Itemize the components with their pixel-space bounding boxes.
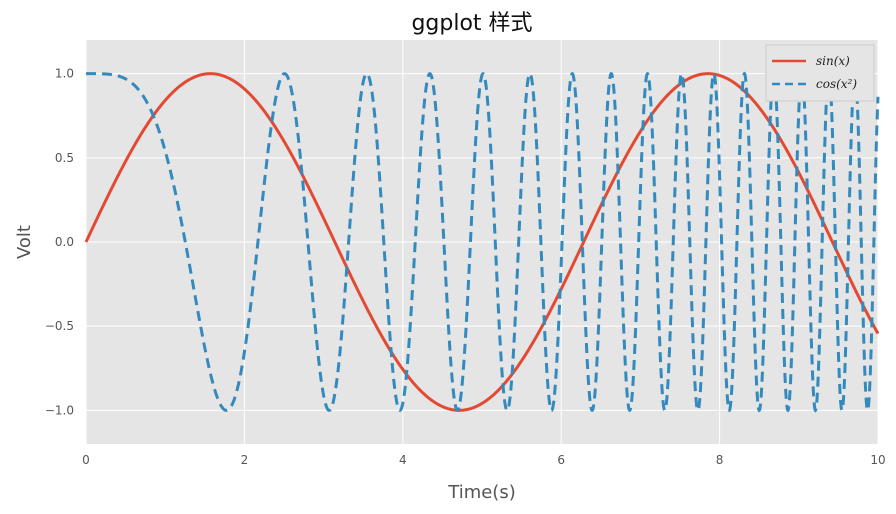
y-tick-label: −0.5 (45, 319, 74, 333)
y-tick-label: 0.5 (55, 151, 74, 165)
x-axis-label: Time(s) (447, 482, 515, 503)
legend-label-sin: sin(x) (816, 54, 850, 68)
y-tick-label: −1.0 (45, 403, 74, 417)
x-tick-label: 2 (241, 453, 249, 467)
y-tick-label: 0.0 (55, 235, 74, 249)
y-tick-label: 1.0 (55, 67, 74, 81)
x-tick-label: 0 (82, 453, 90, 467)
x-tick-label: 8 (716, 453, 724, 467)
y-axis-label: Volt (14, 225, 35, 259)
chart-title: ggplot 样式 (411, 11, 532, 36)
x-tick-label: 10 (870, 453, 885, 467)
x-tick-label: 4 (399, 453, 407, 467)
ticks: 0 2 4 6 8 10 −1.0 −0.5 0.0 0.5 1.0 (45, 67, 886, 467)
legend: sin(x) cos(x²) (765, 44, 875, 102)
legend-label-cos: cos(x²) (816, 77, 857, 91)
legend-box (765, 44, 875, 102)
series-layer (84, 71, 880, 413)
series-line-cos (86, 71, 880, 413)
x-tick-label: 6 (557, 453, 565, 467)
